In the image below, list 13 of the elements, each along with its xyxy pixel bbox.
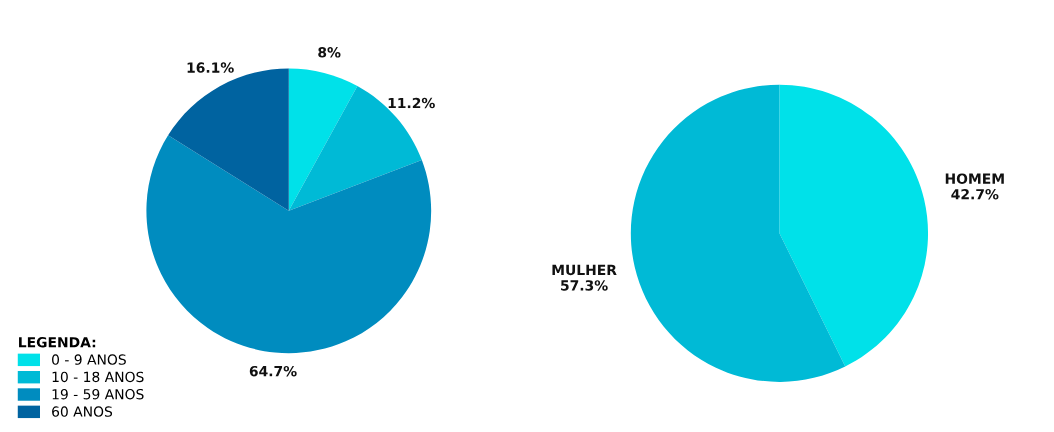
data-label: 57.3%: [561, 280, 608, 291]
legend-label: 60 ANOS: [52, 406, 113, 417]
data-label: 42.7%: [951, 188, 999, 200]
data-label: 16.1%: [187, 62, 234, 73]
slice-label: MULHER: [552, 264, 617, 276]
legend-label: 0 - 9 ANOS: [52, 354, 126, 365]
legend-label: 19 - 59 ANOS: [52, 388, 144, 400]
data-label: 64.7%: [249, 365, 297, 377]
slice-label: HOMEM: [945, 173, 1004, 184]
data-label: 8%: [318, 47, 341, 58]
legend-title: LEGENDA:: [19, 336, 96, 348]
legend-label: 10 - 18 ANOS: [52, 371, 144, 383]
data-label: 11.2%: [388, 97, 435, 109]
